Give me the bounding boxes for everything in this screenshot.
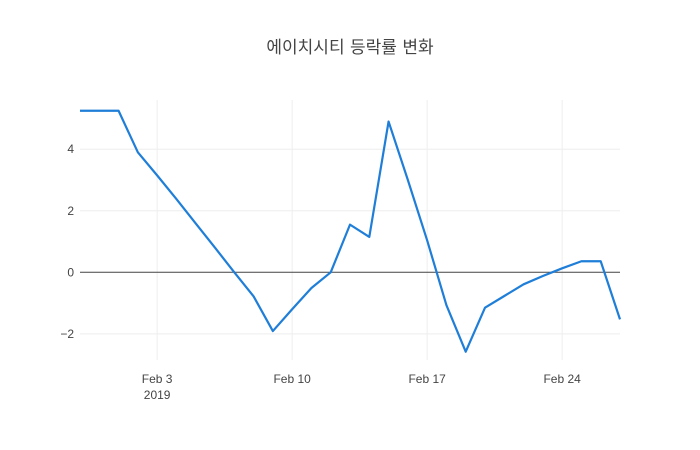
chart-title: 에이치시티 등락률 변화 <box>266 38 434 58</box>
x-tick-label: Feb 10 <box>273 372 311 386</box>
grid <box>80 100 620 360</box>
x-tick-label: Feb 17 <box>408 372 446 386</box>
x-tick-label: Feb 3 <box>142 372 173 386</box>
y-tick-label: 0 <box>67 265 74 279</box>
y-axis-ticks: −2 0 2 4 <box>60 142 74 341</box>
y-tick-label: 2 <box>67 204 74 218</box>
x-axis-ticks: Feb 3 2019 Feb 10 Feb 17 Feb 24 <box>142 372 581 402</box>
y-tick-label: 4 <box>67 142 74 156</box>
x-tick-year-label: 2019 <box>144 388 171 402</box>
series-group <box>80 109 622 353</box>
y-tick-label: −2 <box>60 327 74 341</box>
x-tick-label: Feb 24 <box>543 372 581 386</box>
series-line <box>80 109 622 353</box>
